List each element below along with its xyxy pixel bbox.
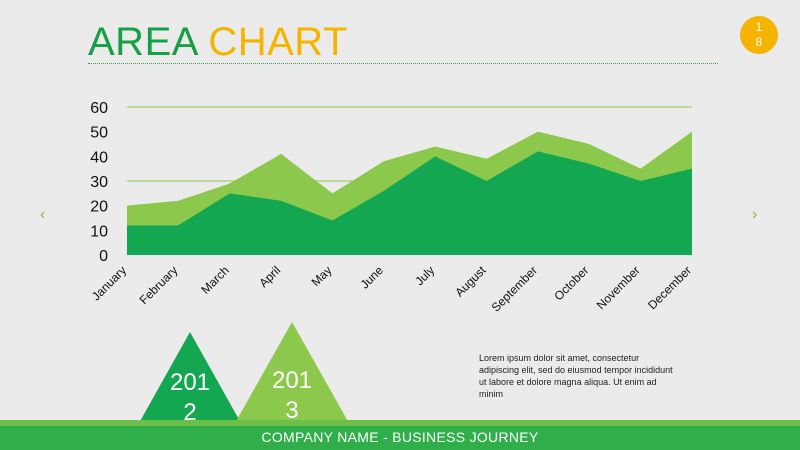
x-tick-label: June xyxy=(358,263,387,292)
x-tick-label: October xyxy=(551,263,591,303)
badge-2012-label: 201 2 xyxy=(150,368,230,428)
y-tick-label: 20 xyxy=(90,199,108,216)
page-number-line-1: 1 xyxy=(755,20,763,34)
y-tick-label: 60 xyxy=(90,100,108,117)
footer-text: COMPANY NAME - BUSINESS JOURNEY xyxy=(261,429,539,445)
area-chart: 0 10 20 30 40 50 60 January February March April Ma… xyxy=(89,100,694,315)
title-word-2: CHART xyxy=(208,20,348,64)
y-tick-label: 10 xyxy=(90,223,108,240)
x-tick-label: July xyxy=(412,263,437,288)
x-tick-label: March xyxy=(198,263,231,296)
y-tick-label: 50 xyxy=(90,125,108,142)
page-number-line-2: 8 xyxy=(755,35,763,49)
y-tick-label: 0 xyxy=(99,248,108,265)
badge-2013-triangle xyxy=(230,322,354,432)
chevron-right-icon[interactable]: › xyxy=(752,206,758,223)
badge-2013-line-2: 3 xyxy=(285,397,299,424)
title-word-1: AREA xyxy=(88,20,197,64)
badge-2012-triangle xyxy=(134,332,246,432)
page-title: AREA CHART xyxy=(88,18,348,66)
y-tick-label: 30 xyxy=(90,174,108,191)
badge-2013-line-1: 201 xyxy=(271,367,313,394)
x-tick-label: August xyxy=(452,263,489,300)
badge-2012-line-1: 201 xyxy=(169,369,211,396)
body-text: Lorem ipsum dolor sit amet, consectetur … xyxy=(479,353,673,399)
page-number-badge: 1 8 xyxy=(740,16,778,54)
x-tick-label: May xyxy=(309,263,335,289)
x-tick-label: November xyxy=(594,263,643,312)
x-tick-label: September xyxy=(489,263,540,314)
x-tick-label: February xyxy=(137,263,181,307)
title-divider xyxy=(88,63,718,64)
badge-2013-label: 201 3 xyxy=(252,366,332,426)
x-tick-label: April xyxy=(256,263,283,290)
chevron-left-icon[interactable]: ‹ xyxy=(40,206,46,223)
footer-accent-band xyxy=(0,420,800,426)
series-area-2 xyxy=(127,151,692,255)
x-tick-label: December xyxy=(645,263,694,312)
badge-2012-line-2: 2 xyxy=(183,399,197,426)
x-tick-label: January xyxy=(89,263,129,303)
y-tick-label: 40 xyxy=(90,149,108,166)
